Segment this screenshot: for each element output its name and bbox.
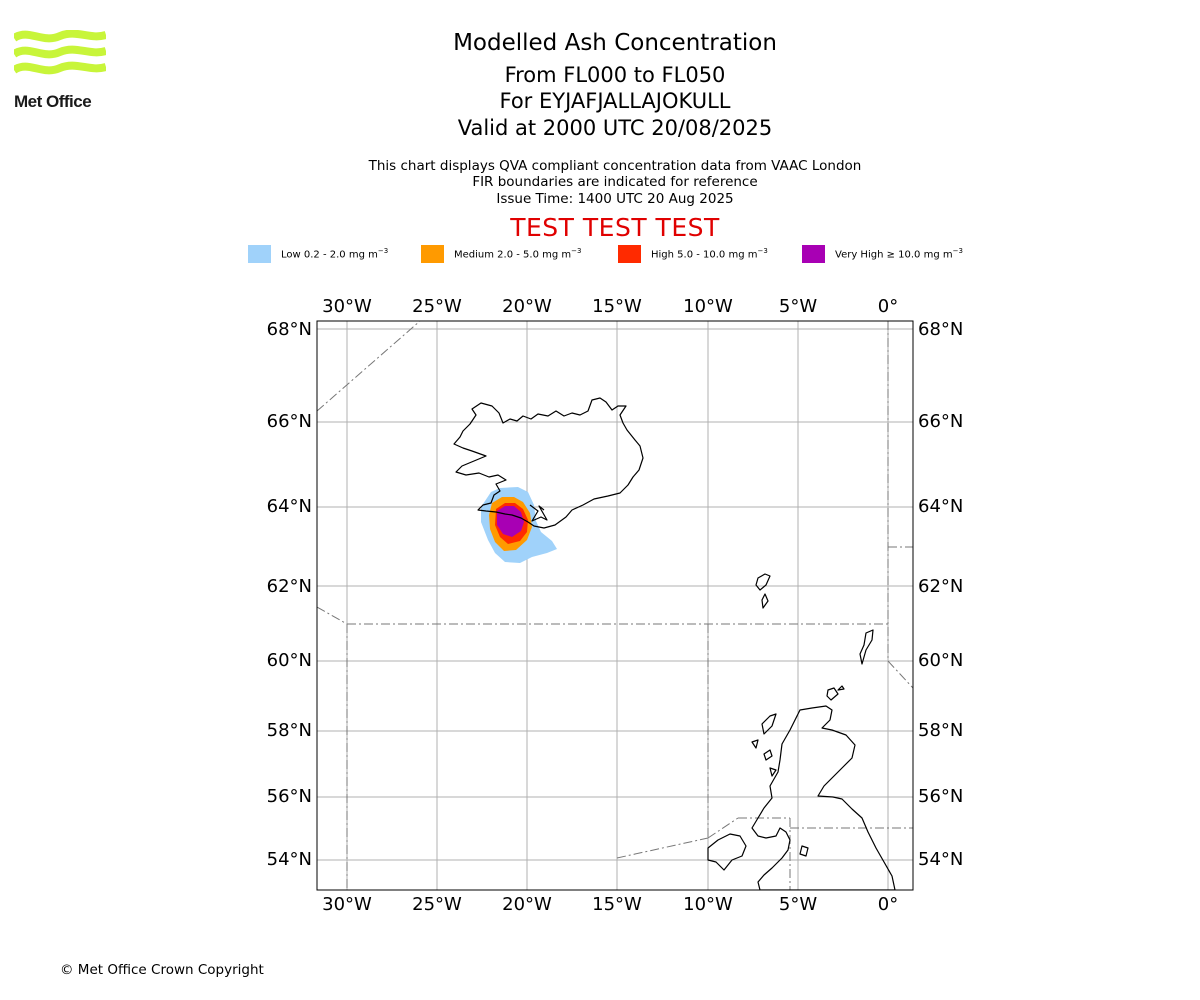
lat-tick-62n-left: 62°N [267, 576, 312, 597]
lon-tick-5w-bottom: 5°W [779, 894, 817, 915]
met-office-logo-text: Met Office [14, 92, 92, 111]
coastline-iceland [453, 397, 644, 529]
flight-level-range: From FL000 to FL050 [504, 63, 726, 87]
lat-tick-68n-left: 68°N [267, 319, 312, 340]
lat-tick-66n-left: 66°N [267, 411, 312, 432]
lon-ticks-bottom: 30°W 25°W 20°W 15°W 10°W 5°W 0° [322, 894, 898, 915]
legend-label-medium: Medium 2.0 - 5.0 mg m−3 [454, 246, 582, 261]
lat-tick-58n-left: 58°N [267, 720, 312, 741]
volcano-name: For EYJAFJALLAJOKULL [499, 89, 731, 113]
test-warning: TEST TEST TEST [510, 213, 720, 242]
lon-tick-20w-top: 20°W [502, 296, 552, 317]
lon-ticks-top: 30°W 25°W 20°W 15°W 10°W 5°W 0° [322, 296, 898, 317]
legend-swatch-high [618, 244, 641, 263]
lat-tick-58n-right: 58°N [918, 720, 963, 741]
lat-tick-60n-right: 60°N [918, 650, 963, 671]
lon-tick-0-bottom: 0° [878, 894, 898, 915]
lat-tick-60n-left: 60°N [267, 650, 312, 671]
lat-tick-54n-left: 54°N [267, 849, 312, 870]
lat-tick-56n-left: 56°N [267, 786, 312, 807]
lon-tick-25w-bottom: 25°W [412, 894, 462, 915]
lon-tick-20w-bottom: 20°W [502, 894, 552, 915]
lat-ticks-right: 68°N 66°N 64°N 62°N 60°N 58°N 56°N 54°N [918, 319, 963, 870]
lon-tick-30w-top: 30°W [322, 296, 372, 317]
legend-label-low: Low 0.2 - 2.0 mg m−3 [281, 246, 389, 261]
ash-contours [481, 487, 557, 563]
coastline-faroe [755, 573, 771, 609]
lon-tick-30w-bottom: 30°W [322, 894, 372, 915]
legend-swatch-medium [421, 244, 444, 263]
met-office-waves-icon [11, 29, 108, 75]
valid-time: Valid at 2000 UTC 20/08/2025 [457, 116, 773, 140]
lon-tick-15w-bottom: 15°W [592, 894, 642, 915]
legend-item-medium: Medium 2.0 - 5.0 mg m−3 [421, 244, 581, 263]
lat-tick-64n-left: 64°N [267, 496, 312, 517]
coastline-shetland [859, 629, 874, 665]
lat-tick-68n-right: 68°N [918, 319, 963, 340]
subtitle-qva: This chart displays QVA compliant concen… [368, 158, 862, 174]
lon-tick-5w-top: 5°W [779, 296, 817, 317]
legend-label-very-high: Very High ≥ 10.0 mg m−3 [835, 246, 963, 261]
lon-tick-0-top: 0° [878, 296, 898, 317]
copyright-notice: © Met Office Crown Copyright [60, 962, 264, 978]
legend-item-low: Low 0.2 - 2.0 mg m−3 [248, 244, 388, 263]
lat-tick-56n-right: 56°N [918, 786, 963, 807]
legend-item-high: High 5.0 - 10.0 mg m−3 [618, 244, 768, 263]
subtitle-fir: FIR boundaries are indicated for referen… [472, 174, 758, 190]
met-office-logo: Met Office [11, 29, 110, 114]
lat-tick-54n-right: 54°N [918, 849, 963, 870]
coastline-scotland [751, 705, 896, 890]
legend-swatch-low [248, 244, 271, 263]
map-frame [316, 320, 914, 891]
coastline-isle-of-man [799, 845, 809, 857]
coastlines [453, 397, 896, 890]
lat-tick-66n-right: 66°N [918, 411, 963, 432]
legend-label-high: High 5.0 - 10.0 mg m−3 [651, 246, 768, 261]
lon-tick-10w-top: 10°W [683, 296, 733, 317]
graticule [317, 321, 913, 890]
coastline-orkney [826, 685, 845, 701]
coastline-hebrides [751, 713, 777, 777]
lon-tick-15w-top: 15°W [592, 296, 642, 317]
lat-tick-62n-right: 62°N [918, 576, 963, 597]
lat-tick-64n-right: 64°N [918, 496, 963, 517]
lon-tick-10w-bottom: 10°W [683, 894, 733, 915]
legend-item-very-high: Very High ≥ 10.0 mg m−3 [802, 244, 963, 263]
chart-title: Modelled Ash Concentration [453, 30, 777, 56]
legend-swatch-very-high [802, 244, 825, 263]
issue-time: Issue Time: 1400 UTC 20 Aug 2025 [496, 191, 734, 207]
fir-boundaries [317, 321, 913, 890]
lat-ticks-left: 68°N 66°N 64°N 62°N 60°N 58°N 56°N 54°N [267, 319, 312, 870]
lon-tick-25w-top: 25°W [412, 296, 462, 317]
coastline-northern-ireland [707, 833, 747, 871]
